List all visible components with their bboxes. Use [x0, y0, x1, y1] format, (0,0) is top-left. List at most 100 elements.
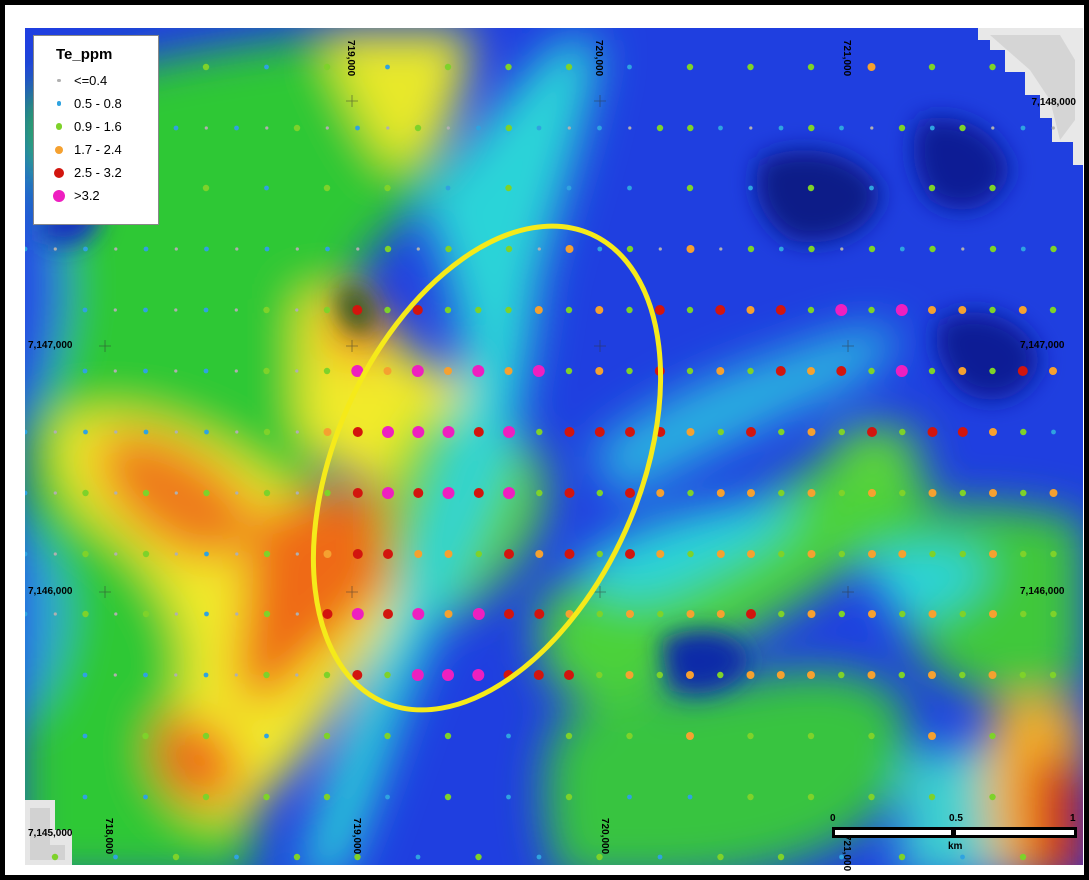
- sample-point: [264, 246, 270, 252]
- sample-point: [323, 550, 332, 558]
- sample-point: [263, 671, 270, 679]
- sample-point: [928, 367, 936, 375]
- sample-point: [114, 491, 118, 495]
- sample-point: [838, 489, 845, 497]
- sample-point: [957, 427, 968, 437]
- sample-point: [625, 671, 634, 679]
- sample-point: [475, 306, 482, 314]
- sample-point: [234, 369, 238, 373]
- sample-point: [1017, 366, 1028, 376]
- sample-point: [263, 489, 271, 497]
- sample-point: [808, 124, 815, 132]
- sample-point: [204, 126, 208, 130]
- sample-point: [747, 63, 754, 71]
- sample-point: [82, 733, 88, 739]
- sample-point: [384, 671, 391, 679]
- sample-point: [928, 184, 936, 192]
- sample-point: [898, 853, 906, 861]
- sample-point: [747, 367, 754, 375]
- sample-point: [82, 610, 89, 618]
- sample-point: [235, 491, 239, 495]
- sample-point: [385, 64, 390, 70]
- sample-point: [234, 854, 239, 860]
- sample-point: [174, 612, 178, 616]
- sample-point: [503, 426, 515, 438]
- sample-point: [626, 610, 634, 618]
- sample-point: [778, 246, 784, 252]
- sample-point: [1020, 125, 1026, 131]
- sample-point: [928, 732, 936, 740]
- sample-point: [442, 426, 455, 438]
- grid-label-x-719000-top: 719,000: [345, 40, 356, 77]
- sample-point: [778, 550, 785, 558]
- sample-point: [989, 550, 997, 558]
- legend-symbol: [57, 78, 61, 83]
- sample-point: [264, 185, 269, 191]
- scale-bar-body: [832, 827, 1077, 838]
- sample-point: [835, 304, 848, 316]
- sample-point: [989, 732, 996, 740]
- legend-label: >3.2: [74, 188, 100, 203]
- sample-point: [142, 489, 150, 497]
- sample-point: [235, 552, 239, 556]
- sample-point: [82, 368, 88, 374]
- sample-point: [868, 245, 876, 253]
- legend-label: 1.7 - 2.4: [74, 142, 122, 157]
- sample-point: [775, 305, 786, 315]
- sample-point: [595, 306, 604, 314]
- sample-point: [746, 671, 755, 679]
- sample-point: [776, 671, 785, 679]
- sample-point: [596, 671, 603, 679]
- sample-point: [566, 185, 572, 191]
- sample-point: [565, 732, 573, 740]
- scale-unit: km: [948, 841, 963, 852]
- sample-point: [351, 365, 364, 377]
- sample-point: [928, 489, 937, 497]
- sample-point: [1020, 489, 1027, 497]
- sample-point: [840, 247, 844, 251]
- sample-point: [25, 490, 28, 496]
- sample-point: [323, 306, 331, 314]
- sample-point: [654, 305, 665, 315]
- sample-point: [83, 429, 88, 435]
- sample-point: [354, 853, 361, 861]
- sample-point: [174, 369, 178, 373]
- sample-point: [356, 247, 360, 251]
- sample-point: [414, 124, 422, 132]
- sample-point: [295, 673, 299, 677]
- grid-label-x-720000-bottom: 720,000: [599, 818, 610, 855]
- sample-point: [53, 247, 57, 251]
- grid-label-x-721000-top: 721,000: [841, 40, 852, 77]
- sample-point: [628, 126, 632, 130]
- sample-point: [778, 610, 785, 618]
- sample-point: [959, 489, 966, 497]
- legend-item: 2.5 - 3.2: [44, 161, 148, 184]
- sample-point: [235, 430, 239, 434]
- legend-label: 2.5 - 3.2: [74, 165, 122, 180]
- sample-point: [807, 793, 815, 801]
- grid-label-x-718000-bottom: 718,000: [103, 818, 114, 855]
- sample-point: [143, 794, 148, 800]
- sample-point: [898, 671, 905, 679]
- sample-point: [1050, 610, 1057, 618]
- sample-point: [504, 609, 514, 619]
- sample-point: [989, 63, 996, 71]
- sample-point: [114, 612, 118, 616]
- sample-point: [386, 126, 390, 130]
- sample-point: [203, 307, 209, 313]
- sample-point: [687, 550, 694, 558]
- sample-point: [564, 549, 575, 559]
- sample-point: [295, 612, 299, 616]
- sample-point: [53, 612, 57, 616]
- sample-point: [174, 673, 178, 677]
- sample-point: [868, 550, 876, 558]
- sample-point: [989, 610, 997, 618]
- sample-point: [868, 610, 876, 618]
- sample-point: [534, 609, 545, 619]
- sample-point: [746, 609, 756, 619]
- grid-label-y-7147000-left: 7,147,000: [28, 340, 73, 351]
- sample-point: [202, 732, 210, 740]
- sample-point: [322, 609, 333, 619]
- legend-symbol: [55, 123, 63, 130]
- sample-point: [868, 793, 875, 801]
